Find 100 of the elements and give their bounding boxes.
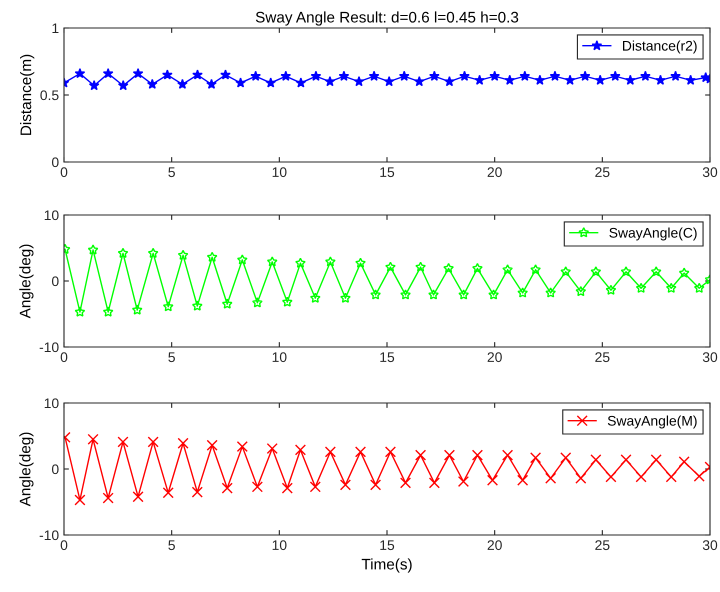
point bbox=[177, 78, 188, 89]
point bbox=[265, 77, 276, 88]
point bbox=[590, 266, 602, 276]
point bbox=[458, 289, 469, 300]
point bbox=[590, 454, 602, 466]
point bbox=[295, 258, 306, 268]
point bbox=[636, 471, 647, 482]
x-tick-label: 5 bbox=[168, 352, 175, 362]
point bbox=[132, 304, 143, 315]
point bbox=[236, 441, 248, 452]
point bbox=[118, 80, 129, 90]
point bbox=[162, 487, 174, 498]
point bbox=[655, 74, 666, 85]
x-tick-label: 30 bbox=[702, 540, 718, 550]
point bbox=[444, 450, 456, 461]
point bbox=[594, 74, 606, 85]
x-tick-label: 25 bbox=[595, 540, 610, 550]
x-tick-label: 20 bbox=[488, 540, 502, 550]
point bbox=[340, 479, 351, 490]
legend-label: SwayAngle(C) bbox=[609, 228, 697, 240]
x-tick-label: 0 bbox=[60, 540, 68, 550]
point bbox=[428, 289, 439, 300]
point bbox=[266, 442, 278, 454]
y-tick-label: 0 bbox=[52, 276, 59, 286]
point bbox=[575, 472, 586, 484]
point bbox=[252, 297, 263, 308]
point bbox=[192, 300, 203, 311]
y-axis-title: Angle(deg) bbox=[19, 244, 34, 318]
point bbox=[545, 472, 556, 484]
point bbox=[694, 282, 705, 293]
x-tick-label: 10 bbox=[272, 167, 287, 178]
point bbox=[340, 292, 351, 303]
point bbox=[74, 68, 86, 78]
point bbox=[685, 74, 696, 85]
x-tick-label: 30 bbox=[702, 352, 718, 362]
point bbox=[486, 474, 498, 486]
point bbox=[606, 284, 616, 295]
point bbox=[502, 450, 514, 461]
point bbox=[192, 486, 203, 498]
point bbox=[324, 76, 336, 86]
point bbox=[472, 450, 483, 461]
point bbox=[564, 74, 576, 85]
y-axis-title: Distance(m) bbox=[20, 54, 34, 135]
point bbox=[414, 76, 425, 86]
y-tick-label: -10 bbox=[40, 530, 59, 540]
point bbox=[354, 446, 366, 458]
point bbox=[575, 286, 586, 296]
x-tick-label: 5 bbox=[168, 540, 175, 550]
point bbox=[74, 306, 86, 317]
point bbox=[88, 244, 98, 255]
point bbox=[384, 76, 394, 86]
point bbox=[236, 254, 248, 265]
x-tick-label: 15 bbox=[380, 167, 394, 178]
point bbox=[504, 74, 516, 85]
point bbox=[443, 262, 454, 274]
point bbox=[519, 70, 530, 81]
point bbox=[384, 446, 396, 458]
y-tick-label: 0 bbox=[52, 157, 59, 168]
point bbox=[398, 70, 410, 81]
point bbox=[338, 70, 350, 81]
point bbox=[400, 289, 411, 300]
point bbox=[132, 68, 144, 78]
point bbox=[530, 452, 542, 464]
point bbox=[650, 454, 662, 466]
point bbox=[310, 292, 321, 303]
point bbox=[282, 482, 293, 494]
point bbox=[678, 456, 690, 468]
point bbox=[222, 482, 233, 494]
point bbox=[206, 78, 217, 89]
point bbox=[192, 69, 203, 80]
point bbox=[489, 70, 500, 81]
point bbox=[385, 262, 396, 272]
point bbox=[474, 74, 485, 85]
point bbox=[280, 70, 292, 81]
point bbox=[222, 298, 233, 309]
legend-label: SwayAngle(M) bbox=[608, 416, 697, 428]
point bbox=[102, 68, 114, 78]
point bbox=[102, 492, 114, 504]
point bbox=[118, 248, 128, 258]
y-tick-label: 0 bbox=[52, 464, 59, 474]
x-tick-label: 25 bbox=[595, 167, 610, 178]
point bbox=[235, 77, 246, 88]
point bbox=[550, 70, 560, 81]
point bbox=[325, 256, 336, 266]
point bbox=[88, 434, 99, 445]
point bbox=[132, 491, 144, 502]
point bbox=[266, 256, 278, 266]
point bbox=[670, 70, 681, 81]
point bbox=[74, 494, 86, 506]
x-tick-label: 15 bbox=[380, 352, 394, 362]
point bbox=[370, 289, 381, 300]
point bbox=[530, 264, 541, 274]
point bbox=[178, 250, 188, 260]
point bbox=[545, 287, 556, 298]
point bbox=[560, 266, 572, 276]
point bbox=[368, 70, 380, 81]
y-tick-label: 10 bbox=[44, 210, 59, 220]
point bbox=[250, 70, 261, 81]
point bbox=[400, 477, 412, 488]
point bbox=[694, 470, 705, 482]
